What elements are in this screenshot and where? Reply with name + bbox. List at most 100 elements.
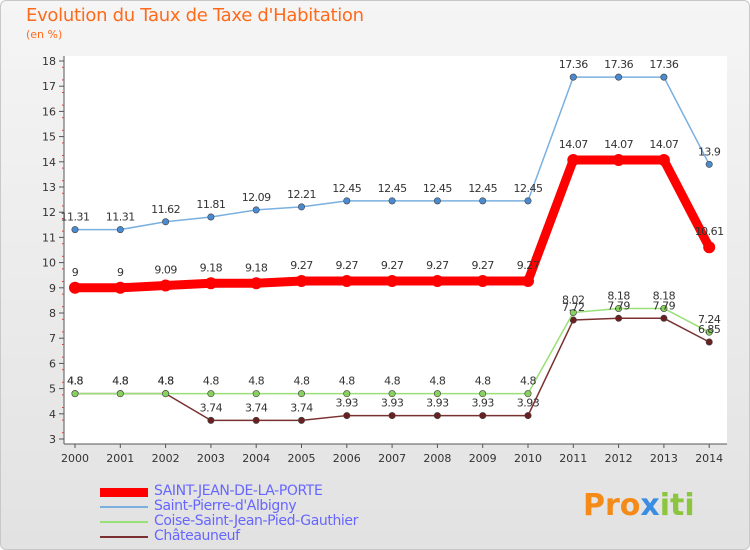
x-tick-label: 2008 <box>423 452 451 465</box>
x-tick-label: 2000 <box>61 452 89 465</box>
data-point <box>569 316 577 324</box>
data-point <box>116 390 124 398</box>
x-tick-label: 2011 <box>559 452 587 465</box>
chart-title: Evolution du Taux de Taxe d'Habitation <box>26 5 364 26</box>
y-tick-label: 11 <box>42 231 56 244</box>
data-point <box>162 390 170 398</box>
data-label: 4.8 <box>520 375 536 388</box>
data-point <box>114 281 127 294</box>
data-point <box>433 197 441 205</box>
data-label: 12.21 <box>287 188 316 201</box>
y-tick-label: 16 <box>42 105 56 118</box>
y-tick-label: 10 <box>42 257 56 270</box>
x-tick-label: 2014 <box>695 452 723 465</box>
data-label: 4.8 <box>294 375 310 388</box>
data-label: 9.27 <box>336 259 359 272</box>
data-label: 9.18 <box>245 261 268 274</box>
data-point <box>567 154 580 167</box>
data-label: 4.8 <box>248 375 264 388</box>
data-point <box>71 226 79 234</box>
data-label: 6.85 <box>698 323 721 336</box>
data-label: 3.93 <box>471 397 494 410</box>
plot-area <box>64 56 727 444</box>
legend-swatch <box>100 506 148 508</box>
data-label: 7.79 <box>607 299 630 312</box>
data-point <box>297 203 305 211</box>
data-point <box>69 281 81 294</box>
data-label: 9.27 <box>517 259 540 272</box>
data-label: 17.36 <box>604 58 633 71</box>
data-point <box>159 279 172 292</box>
data-label: 12.45 <box>332 182 361 195</box>
data-point <box>657 154 670 167</box>
data-label: 9.27 <box>290 259 313 272</box>
y-tick-label: 7 <box>49 332 56 345</box>
data-label: 12.09 <box>242 191 271 204</box>
data-label: 4.8 <box>112 375 128 388</box>
x-tick-label: 2007 <box>378 452 406 465</box>
legend-swatch <box>100 521 148 523</box>
data-point <box>297 390 305 398</box>
data-label: 10.61 <box>695 225 724 238</box>
data-label: 9.27 <box>426 259 449 272</box>
data-label: 12.45 <box>378 182 407 195</box>
legend-label: Châteauneuf <box>154 528 240 544</box>
data-label: 13.9 <box>698 145 721 158</box>
data-point <box>522 274 534 287</box>
data-point <box>476 274 489 287</box>
data-point <box>479 390 487 398</box>
data-point <box>343 197 351 205</box>
data-point <box>615 304 623 312</box>
data-point <box>343 390 351 398</box>
data-point <box>705 328 713 336</box>
x-tick-label: 2001 <box>106 452 134 465</box>
y-tick-label: 15 <box>42 131 56 144</box>
y-tick-label: 9 <box>49 282 56 295</box>
data-label: 17.36 <box>649 58 678 71</box>
data-point <box>705 338 713 346</box>
data-label: 3.93 <box>426 397 449 410</box>
data-point <box>433 412 441 420</box>
data-point <box>479 412 487 420</box>
data-point <box>479 197 487 205</box>
data-label: 14.07 <box>604 138 633 151</box>
data-label: 4.8 <box>158 375 174 388</box>
data-label: 3.93 <box>336 397 359 410</box>
data-label: 4.8 <box>203 375 219 388</box>
data-point <box>703 241 716 254</box>
data-point <box>524 390 532 398</box>
legend-swatch <box>100 488 148 497</box>
data-point <box>705 160 713 168</box>
data-label: 7.79 <box>653 299 676 312</box>
x-tick-label: 2010 <box>514 452 542 465</box>
data-point <box>660 314 668 322</box>
data-point <box>116 226 124 234</box>
data-label: 12.45 <box>514 182 543 195</box>
data-point <box>612 154 625 167</box>
data-label: 4.8 <box>475 375 491 388</box>
data-point <box>524 412 532 420</box>
data-label: 11.81 <box>196 198 225 211</box>
data-label: 3.93 <box>517 397 540 410</box>
data-label: 17.36 <box>559 58 588 71</box>
data-point <box>252 416 260 424</box>
data-point <box>615 314 623 322</box>
data-label: 3.74 <box>290 401 313 414</box>
y-tick-label: 6 <box>49 357 56 370</box>
data-point <box>388 197 396 205</box>
data-point <box>340 274 353 287</box>
data-label: 3.93 <box>381 397 404 410</box>
data-label: 4.8 <box>67 375 83 388</box>
data-point <box>569 73 577 81</box>
data-point <box>388 412 396 420</box>
chart-subtitle: (en %) <box>26 28 63 41</box>
x-tick-label: 2002 <box>152 452 180 465</box>
data-point <box>162 218 170 226</box>
data-label: 3.74 <box>245 401 268 414</box>
data-point <box>431 274 444 287</box>
data-label: 4.8 <box>158 375 174 388</box>
data-point <box>207 390 215 398</box>
y-tick-label: 8 <box>49 307 56 320</box>
data-label: 8.02 <box>562 293 585 306</box>
data-label: 14.07 <box>649 138 678 151</box>
